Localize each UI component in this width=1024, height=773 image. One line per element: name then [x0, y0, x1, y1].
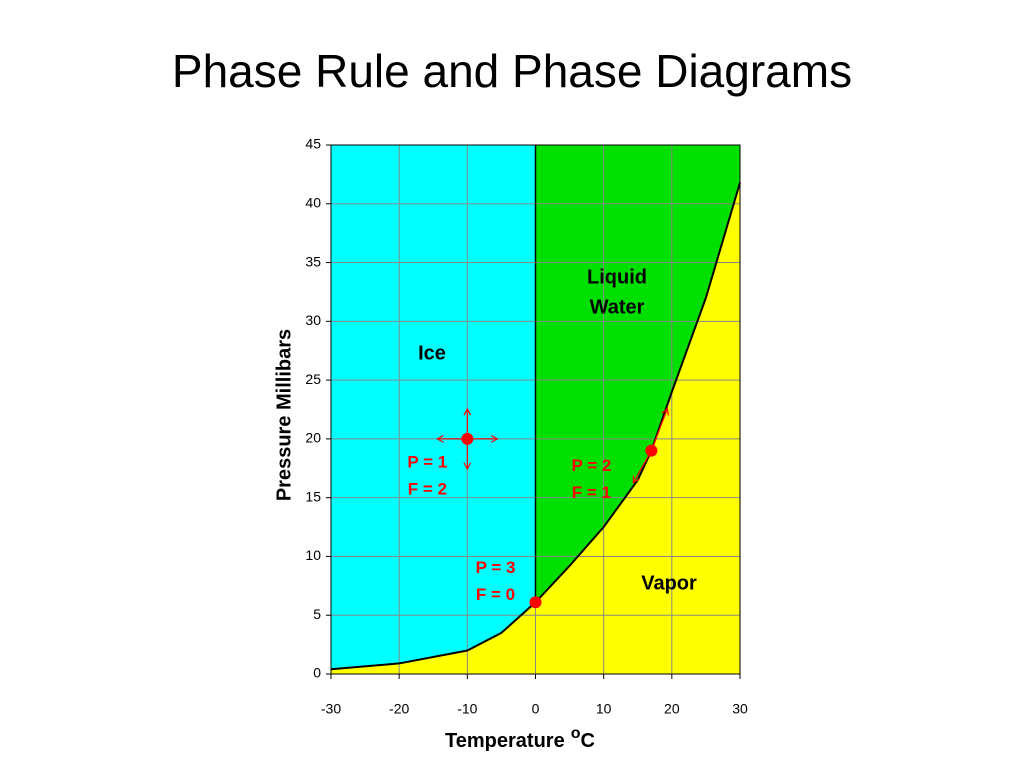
region-label: Ice: [418, 342, 446, 364]
region-label: Water: [590, 296, 645, 318]
point-annotation: F = 0: [476, 585, 515, 604]
point-annotation: F = 1: [572, 483, 611, 502]
region-label: Liquid: [587, 266, 647, 288]
y-tick-label: 25: [305, 371, 321, 387]
x-tick-label: -20: [389, 701, 409, 717]
arrow-head: [490, 435, 499, 443]
y-tick-label: 30: [305, 312, 321, 328]
x-tick-label: -30: [321, 701, 341, 717]
y-tick-label: 35: [305, 253, 321, 269]
point-annotation: F = 2: [408, 479, 447, 498]
y-axis-label: Pressure Millibars: [273, 329, 295, 501]
arrow-head: [436, 435, 444, 443]
x-tick-label: 10: [596, 701, 612, 717]
point-annotation: P = 1: [407, 452, 447, 471]
y-tick-label: 20: [305, 430, 321, 446]
x-axis-label: Temperature oC: [445, 725, 595, 752]
arrow: [650, 408, 668, 451]
x-axis-label-unit: C: [581, 730, 595, 752]
arrow-head: [463, 407, 472, 416]
point-annotation: P = 3: [476, 558, 516, 577]
x-axis-label-sup: o: [571, 725, 581, 742]
arrow-head: [661, 407, 669, 416]
x-tick-label: 30: [732, 701, 748, 717]
arrow: [632, 450, 652, 483]
x-tick-label: 0: [532, 701, 540, 717]
point-annotation: P = 2: [571, 456, 611, 475]
state-point: [529, 596, 542, 609]
y-tick-label: 5: [313, 606, 321, 622]
ice-region: [331, 145, 536, 674]
y-tick-label: 10: [305, 547, 321, 563]
liquid-region: [535, 145, 740, 603]
slide-title: Phase Rule and Phase Diagrams: [172, 45, 852, 97]
phase-curve: [330, 182, 741, 671]
y-tick-label: 15: [305, 488, 321, 504]
x-tick-label: 20: [664, 701, 680, 717]
y-tick-label: 45: [305, 136, 321, 152]
y-tick-label: 40: [305, 194, 321, 210]
arrow-head: [463, 462, 472, 471]
region-label: Vapor: [641, 572, 697, 594]
x-axis-label-text: Temperature: [445, 730, 565, 752]
y-tick-label: 0: [313, 665, 321, 681]
x-tick-label: -10: [457, 701, 477, 717]
arrow-head: [632, 475, 640, 484]
